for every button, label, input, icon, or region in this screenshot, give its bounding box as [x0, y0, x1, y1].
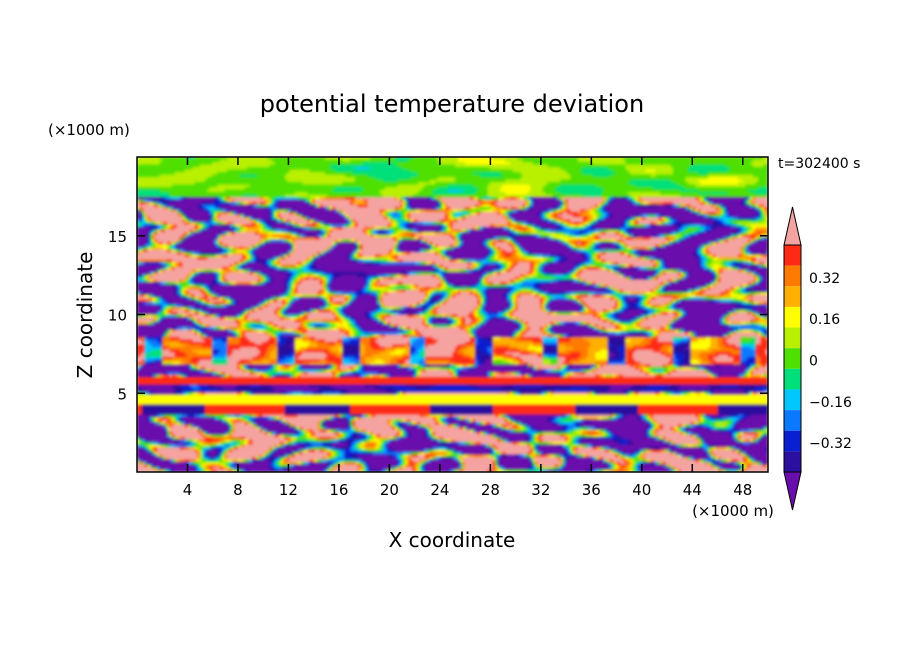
x-tick-label: 36 [582, 481, 601, 499]
x-tick-label: 12 [279, 481, 298, 499]
colorbar-band [784, 327, 801, 349]
colorbar-band [784, 306, 801, 328]
colorbar-band [784, 368, 801, 390]
y-axis: 5 10 15 [108, 228, 768, 403]
colorbar-band [784, 430, 801, 452]
y-tick-label: 10 [108, 307, 127, 325]
x-tick-label: 40 [632, 481, 651, 499]
x-tick-label: 44 [683, 481, 702, 499]
y-axis-label: Z coordinate [73, 252, 97, 379]
colorbar-extend-bottom [783, 471, 802, 511]
colorbar-band [784, 410, 801, 431]
colorbar-band [784, 286, 801, 307]
x-tick-label: 28 [481, 481, 500, 499]
colorbar-tick-label: 0.32 [809, 271, 840, 287]
x-tick-label: 16 [329, 481, 348, 499]
x-unit-label: (×1000 m) [692, 502, 774, 520]
x-tick-label: 20 [380, 481, 399, 499]
colorbar-tick-label: 0.16 [809, 312, 840, 328]
colorbar-tick-label: −0.16 [809, 395, 852, 411]
y-unit-label: (×1000 m) [48, 121, 130, 139]
x-tick-label: 8 [233, 481, 243, 499]
y-tick-label: 5 [117, 385, 127, 403]
x-tick-label: 32 [531, 481, 550, 499]
y-tick-label: 15 [108, 228, 127, 246]
time-label: t=302400 s [778, 156, 860, 172]
x-axis-label: X coordinate [389, 528, 516, 552]
x-tick-label: 4 [183, 481, 193, 499]
x-axis: 4 8 12 16 20 24 28 32 36 40 44 48 [183, 157, 752, 499]
x-tick-label: 24 [430, 481, 449, 499]
contour-field [137, 157, 768, 472]
colorbar-band [784, 451, 801, 472]
colorbar-band [784, 348, 801, 369]
colorbar-tick-label: 0 [809, 354, 818, 370]
colorbar: 0.32 0.16 0 −0.16 −0.32 [783, 206, 852, 511]
x-tick-label: 48 [733, 481, 752, 499]
colorbar-band [784, 265, 801, 287]
colorbar-tick-label: −0.32 [809, 436, 852, 452]
colorbar-band [784, 389, 801, 411]
colorbar-band [784, 245, 801, 266]
chart-title: potential temperature deviation [260, 90, 644, 118]
colorbar-extend-top [783, 206, 802, 246]
